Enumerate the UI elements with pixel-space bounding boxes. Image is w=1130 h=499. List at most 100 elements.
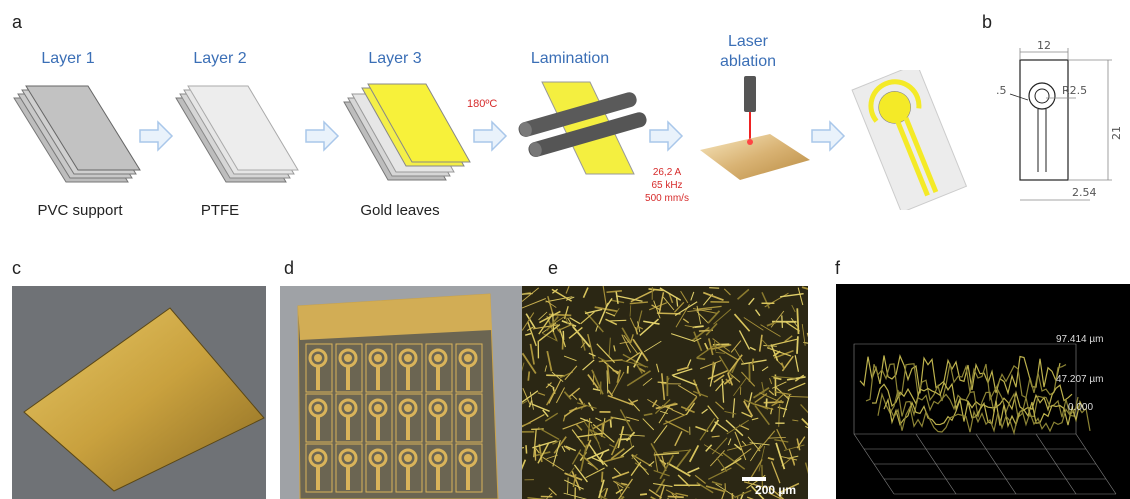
fibre-strand: [751, 358, 755, 365]
fibre-strand: [674, 301, 698, 317]
laser-frequency: 65 kHz: [651, 180, 683, 191]
fibre-strand: [741, 359, 767, 365]
electrode-track: [436, 466, 440, 490]
fibre-strand: [620, 438, 631, 441]
fibre-strand: [734, 348, 745, 364]
fibre-strand: [757, 430, 776, 452]
profile-tick-max: 97.414 µm: [1056, 334, 1104, 345]
fibre-strand: [781, 456, 798, 461]
laser-current: 26,2 A: [652, 167, 682, 178]
fibre-strand: [781, 315, 784, 328]
fibre-strand: [665, 489, 678, 497]
fibre-strand: [711, 437, 728, 455]
fibre-strand: [527, 371, 531, 381]
fibre-strand: [674, 431, 683, 447]
fibre-strand: [613, 345, 616, 352]
fibre-strand: [662, 296, 675, 311]
electrode-outline: [335, 393, 363, 443]
fibre-strand: [737, 440, 747, 461]
step-title-layer1: Layer 1: [41, 50, 95, 67]
fibre-strand: [606, 370, 609, 394]
electrode-dot: [434, 454, 442, 462]
fibre-strand: [630, 461, 642, 476]
fibre-strand: [561, 445, 566, 453]
fibre-strand: [711, 343, 732, 350]
fibre-strand: [605, 318, 618, 326]
fibre-strand: [770, 310, 785, 328]
fibre-strand: [604, 487, 609, 498]
fibre-strand: [655, 478, 666, 494]
fibre-strand: [784, 321, 800, 332]
fibre-strand: [713, 308, 732, 325]
electrode-outline: [305, 393, 333, 443]
fibre-strand: [774, 393, 785, 403]
fibre-strand: [580, 417, 593, 424]
fibre-strand: [675, 492, 689, 497]
fibre-strand: [609, 419, 612, 428]
electrode-dot: [344, 404, 352, 412]
step-title-laser-ablation: Laser ablation: [719, 33, 777, 70]
fibre-strand: [548, 378, 562, 404]
fibre-strand: [768, 492, 783, 499]
electrode-outline: [305, 443, 333, 493]
fibre-strand: [791, 304, 796, 313]
fibre-strand: [785, 395, 808, 398]
fibre-strand: [599, 494, 608, 499]
fibre-strand: [615, 295, 643, 302]
fibre-strand: [794, 355, 800, 372]
fibre-strand: [592, 388, 602, 392]
fibre-strand: [710, 419, 720, 433]
scale-bar: [742, 477, 766, 481]
fibre-strand: [548, 487, 557, 496]
electrode-outline: [395, 443, 423, 493]
electrode-track: [376, 366, 380, 390]
electrode-outline: [455, 393, 483, 443]
fibre-strand: [546, 374, 566, 377]
fibre-strand: [707, 405, 719, 420]
fibre-strand: [522, 390, 539, 403]
electrode-track: [346, 366, 350, 390]
fibre-strand: [792, 456, 796, 465]
fibre-strand: [525, 445, 528, 454]
laser-ablation-illustration: [700, 76, 810, 180]
fibre-strand: [559, 328, 567, 348]
fibre-strand: [532, 324, 558, 330]
fibre-strand: [542, 409, 549, 418]
fibre-strand: [587, 374, 599, 390]
fibre-strand: [708, 467, 732, 480]
fibre-strand: [564, 365, 578, 381]
fibre-strand: [680, 290, 689, 304]
fibre-strand: [522, 298, 546, 309]
fibre-strand: [545, 492, 553, 499]
fibre-strand: [663, 413, 687, 425]
dim-height: 21: [1110, 126, 1123, 140]
fibre-strand: [584, 308, 603, 315]
fibre-strand: [690, 291, 695, 301]
fibre-strand: [563, 445, 571, 451]
electrode-dot: [314, 454, 322, 462]
fibre-strand: [542, 456, 565, 472]
fibre-strand: [671, 368, 693, 377]
fibre-strand: [598, 302, 609, 325]
fibre-strand: [598, 359, 623, 363]
electrode-dot: [464, 354, 472, 362]
fibre-strand: [769, 377, 773, 385]
fibre-strand: [707, 369, 729, 380]
electrode-track: [436, 366, 440, 390]
fibre-strand: [780, 362, 786, 370]
fibre-strand: [684, 324, 696, 328]
fibre-strand: [628, 398, 641, 412]
fibre-strand: [738, 330, 751, 350]
fibre-strand: [727, 438, 732, 446]
fibre-strand: [555, 387, 566, 404]
fibre-strand: [592, 416, 615, 430]
profile-tick-min: 0.000: [1068, 402, 1094, 413]
electrode-dot: [374, 354, 382, 362]
fibre-strand: [597, 356, 608, 363]
fibre-strand: [687, 359, 692, 368]
fibre-strand: [734, 489, 752, 499]
fibre-strand: [655, 403, 678, 410]
fibre-strand: [642, 377, 653, 386]
fibre-strand: [578, 397, 584, 405]
fibre-strand: [533, 429, 537, 458]
